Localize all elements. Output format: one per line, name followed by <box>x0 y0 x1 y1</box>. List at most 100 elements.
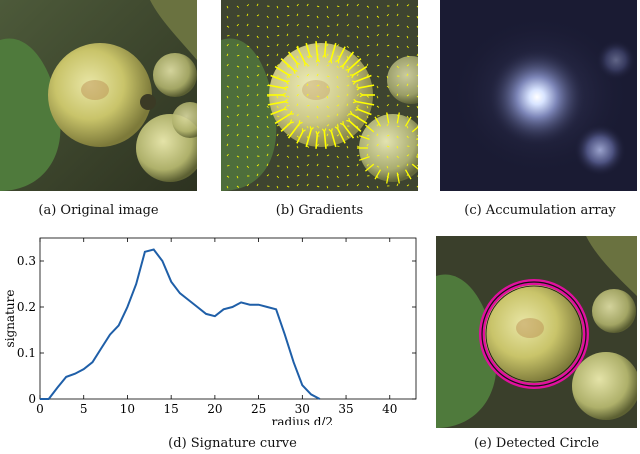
gradient-mark <box>376 53 379 57</box>
gradient-arrow <box>411 163 418 170</box>
gradient-mark <box>336 65 339 69</box>
gradient-arrow <box>315 134 319 149</box>
gradient-arrow <box>386 112 390 124</box>
x-tick-label: 35 <box>338 402 353 416</box>
gradient-mark <box>416 53 418 57</box>
gradient-mark <box>346 103 349 107</box>
gradient-mark <box>396 155 399 159</box>
gradient-mark <box>416 95 418 98</box>
gradient-mark <box>316 25 319 29</box>
gradient-arrow <box>386 172 390 184</box>
gradient-mark <box>366 135 370 137</box>
gradient-mark <box>226 175 230 178</box>
gradient-mark <box>346 13 349 17</box>
gradient-mark <box>346 183 349 187</box>
gradient-arrow <box>267 100 286 106</box>
gradient-mark <box>386 14 389 17</box>
gradient-mark <box>416 63 418 67</box>
gradient-mark <box>386 123 389 127</box>
gradient-mark <box>376 165 380 168</box>
gradient-mark <box>226 125 230 127</box>
gradient-mark <box>386 44 390 47</box>
gradient-mark <box>226 85 230 88</box>
gradient-mark <box>306 3 309 7</box>
gradient-mark <box>356 25 360 28</box>
gradient-mark <box>276 154 280 157</box>
gradient-mark <box>276 185 279 189</box>
gradient-mark <box>236 113 239 117</box>
detected-circle-image <box>436 236 637 428</box>
gradient-mark <box>326 85 329 89</box>
gradient-mark <box>396 93 399 97</box>
gradient-arrow <box>364 163 375 172</box>
gradient-mark <box>366 73 369 77</box>
gradient-mark <box>276 5 279 9</box>
gradient-mark <box>306 104 310 107</box>
gradient-arrowhead <box>359 94 364 98</box>
gradient-mark <box>316 95 320 98</box>
gradient-mark <box>326 185 329 189</box>
gradient-mark <box>236 123 239 127</box>
gradient-mark <box>416 115 418 119</box>
gradient-mark <box>376 15 380 18</box>
gradient-mark <box>286 155 290 158</box>
gradient-arrowhead <box>339 122 344 126</box>
gradient-mark <box>336 134 340 137</box>
gradient-arrow <box>342 124 355 139</box>
gradient-mark <box>296 85 300 87</box>
gradient-mark <box>256 183 259 187</box>
gradient-arrow <box>287 123 300 139</box>
gradient-mark <box>316 35 319 38</box>
gradient-mark <box>376 155 380 157</box>
gradient-mark <box>406 4 410 7</box>
y-axis-ticks: 0 0.1 0.2 0.3 <box>17 254 416 406</box>
gradient-mark <box>256 173 259 177</box>
gradient-mark <box>376 123 379 127</box>
gradient-mark <box>376 33 379 37</box>
gradient-mark <box>366 163 369 167</box>
gradient-arrow <box>348 58 362 70</box>
gradient-mark <box>326 175 329 179</box>
gradient-mark <box>366 105 369 109</box>
gradient-mark <box>286 33 289 37</box>
gradient-arrow <box>358 155 370 161</box>
gradient-arrowhead <box>309 126 312 130</box>
gradient-mark <box>376 43 379 47</box>
gradient-mark <box>306 115 310 118</box>
gradient-mark <box>256 115 260 118</box>
gradient-mark <box>266 144 270 147</box>
gradient-mark <box>316 144 319 147</box>
gradient-arrow <box>270 74 287 83</box>
gradient-mark <box>326 124 330 127</box>
gradient-mark <box>386 55 390 58</box>
gradient-mark <box>296 13 299 17</box>
gradient-mark <box>246 113 249 117</box>
gradient-mark <box>386 65 389 69</box>
gradient-mark <box>406 45 409 49</box>
gradient-arrow <box>287 51 298 64</box>
gradient-mark <box>226 15 229 19</box>
gradient-mark <box>266 135 270 137</box>
gradient-mark <box>376 143 379 147</box>
gradient-mark <box>346 24 350 27</box>
gradient-mark <box>366 95 370 98</box>
gradient-arrowhead <box>283 106 287 110</box>
gradient-mark <box>356 163 359 167</box>
gradient-mark <box>396 24 400 27</box>
x-axis-label: radius d/2 <box>272 415 333 425</box>
x-tick-label: 30 <box>295 402 310 416</box>
x-axis-ticks: 0 5 10 15 20 25 30 35 40 <box>36 238 397 416</box>
gradient-mark <box>416 45 418 47</box>
gradient-mark <box>246 155 249 159</box>
gradient-arrowhead <box>356 87 361 91</box>
gradient-mark <box>256 25 260 27</box>
signature-chart: 0 5 10 15 20 25 30 35 40 0 0.1 0.2 0.3 radius d/2 s… <box>3 237 417 425</box>
caption-c: (c) Accumulation array <box>464 203 616 218</box>
gradient-mark <box>356 64 360 67</box>
y-axis-label: signature <box>3 290 17 348</box>
gradient-mark <box>336 145 340 147</box>
gradient-arrowhead <box>347 69 350 73</box>
gradient-arrow <box>359 84 375 89</box>
gradient-mark <box>396 125 400 128</box>
gradient-mark <box>346 65 349 69</box>
